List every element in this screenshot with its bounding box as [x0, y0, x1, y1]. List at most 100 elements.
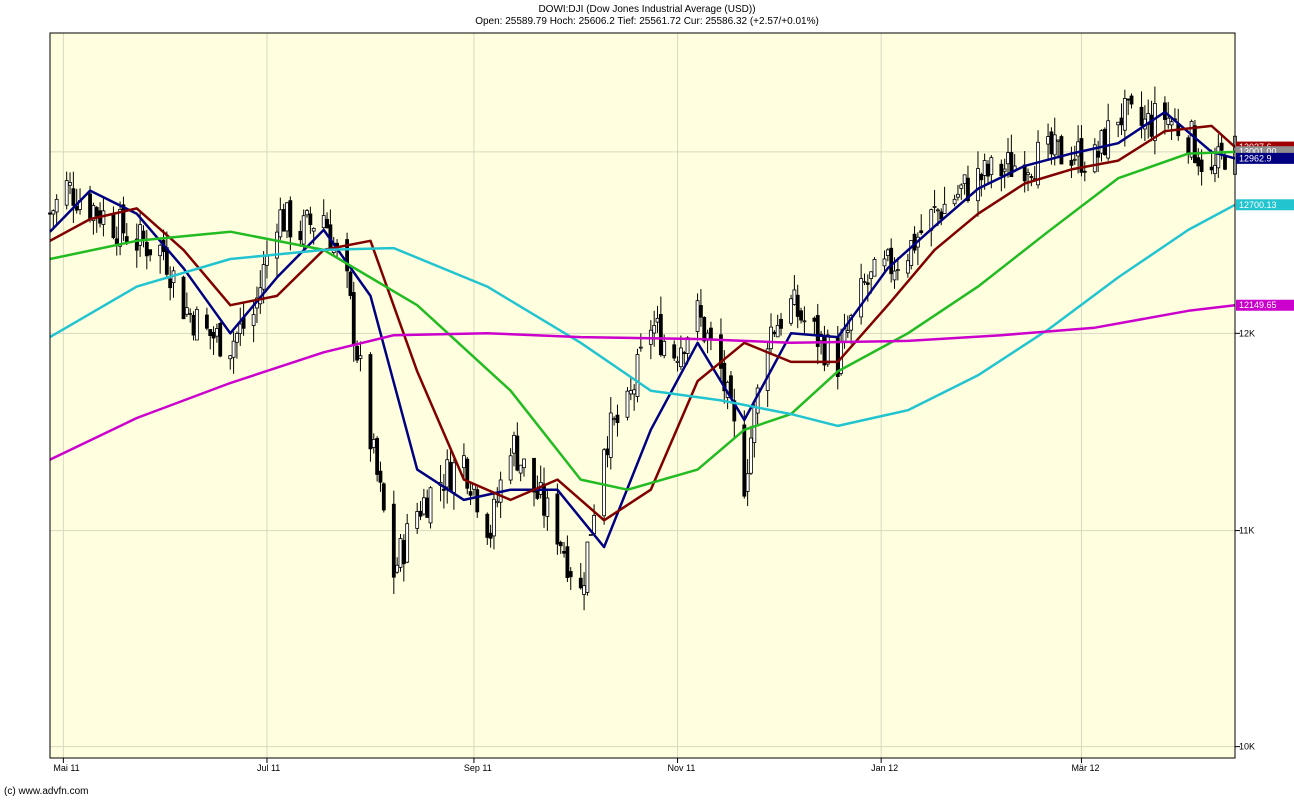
candle — [378, 461, 383, 492]
candle — [799, 307, 803, 324]
candle — [1009, 134, 1014, 178]
candle — [602, 448, 607, 525]
y-tick-label: 11K — [1239, 526, 1254, 536]
candle — [905, 254, 910, 278]
price-tag: 12700.13 — [1236, 199, 1294, 211]
candle — [769, 313, 773, 356]
x-tick-label: Jan 12 — [871, 763, 898, 773]
candle — [956, 184, 960, 201]
candle — [709, 321, 713, 351]
candle — [1106, 103, 1111, 161]
x-tick-label: Mär 12 — [1071, 763, 1099, 773]
svg-text:12700.13: 12700.13 — [1239, 200, 1277, 210]
candle — [882, 250, 887, 272]
candle — [652, 310, 657, 347]
candle — [1059, 134, 1064, 165]
candle — [585, 541, 590, 596]
candle — [218, 321, 223, 358]
candle — [204, 307, 209, 331]
candle — [1072, 145, 1077, 165]
candle — [749, 425, 753, 475]
candle — [588, 534, 593, 536]
candle — [568, 567, 573, 590]
candle — [305, 209, 309, 218]
x-tick-label: Sep 11 — [464, 763, 492, 773]
candle — [1122, 89, 1127, 147]
moving-averages — [49, 110, 1236, 549]
candle — [1129, 93, 1134, 109]
candle — [1092, 138, 1097, 174]
candle — [144, 229, 149, 270]
svg-text:13001.00: 13001.00 — [1239, 147, 1277, 157]
candle — [678, 335, 683, 370]
candle — [345, 232, 349, 289]
candle — [1199, 149, 1204, 186]
price-tag: 13001.00 — [1236, 146, 1294, 158]
candle — [638, 333, 643, 352]
candle — [428, 486, 433, 529]
candle — [485, 512, 490, 545]
candle — [532, 457, 536, 507]
candle — [468, 482, 473, 505]
candle — [789, 294, 793, 326]
y-tick-label: 12K — [1239, 328, 1255, 338]
candle — [288, 196, 293, 251]
candle — [795, 284, 800, 329]
candle — [1216, 134, 1221, 178]
candle — [64, 171, 69, 210]
candle — [742, 410, 747, 499]
price-tag: 12962.9 — [1236, 152, 1294, 164]
candle — [745, 459, 750, 507]
candle — [625, 387, 630, 421]
candle — [815, 303, 820, 365]
candle — [188, 308, 193, 323]
candle — [515, 422, 520, 472]
candle — [508, 448, 513, 485]
candle — [545, 491, 550, 531]
candle — [238, 307, 243, 346]
ma-line-3 — [49, 150, 1236, 491]
candle — [1029, 173, 1034, 187]
x-axis: Mai 11 Jul 11 Sep 11 Nov 11 Jan 12 Mär 12 — [53, 758, 1099, 773]
candle — [71, 171, 76, 224]
ma-line-2 — [49, 124, 1236, 522]
plot-frame — [49, 32, 1236, 759]
candle — [235, 331, 239, 359]
candle — [194, 306, 199, 341]
candle — [872, 257, 877, 277]
candle — [862, 273, 867, 286]
candle — [859, 263, 864, 325]
candle — [802, 306, 807, 336]
candle — [1139, 91, 1144, 139]
svg-text:12149.65: 12149.65 — [1239, 300, 1277, 310]
candle — [1152, 86, 1157, 155]
chart-title: DOWI:DJI (Dow Jones Industrial Average (… — [538, 4, 756, 15]
candle — [1002, 158, 1007, 189]
candle — [231, 331, 236, 374]
candle — [932, 189, 937, 214]
copyright-text: (c) www.advfn.com — [4, 786, 89, 797]
candle — [375, 436, 380, 482]
candle — [475, 486, 480, 518]
plot-area — [50, 33, 1235, 758]
candle — [415, 502, 420, 534]
candle — [895, 257, 900, 281]
candle — [608, 397, 613, 470]
candle — [492, 492, 496, 550]
x-tick-label: Mai 11 — [53, 763, 79, 773]
candle — [909, 239, 914, 270]
candle — [615, 404, 620, 437]
candle — [979, 172, 984, 197]
candle — [719, 318, 723, 382]
ma-line-1 — [49, 110, 1236, 549]
candle — [518, 464, 523, 482]
candle — [381, 482, 386, 513]
candle — [658, 296, 663, 357]
candle — [325, 212, 329, 229]
candle — [1102, 127, 1107, 156]
candle — [779, 312, 783, 336]
candle — [522, 458, 526, 477]
x-tick-label: Jul 11 — [257, 763, 280, 773]
ohlc-readout: Open: 25589.79 Hoch: 25606.2 Tief: 25561… — [475, 16, 819, 27]
